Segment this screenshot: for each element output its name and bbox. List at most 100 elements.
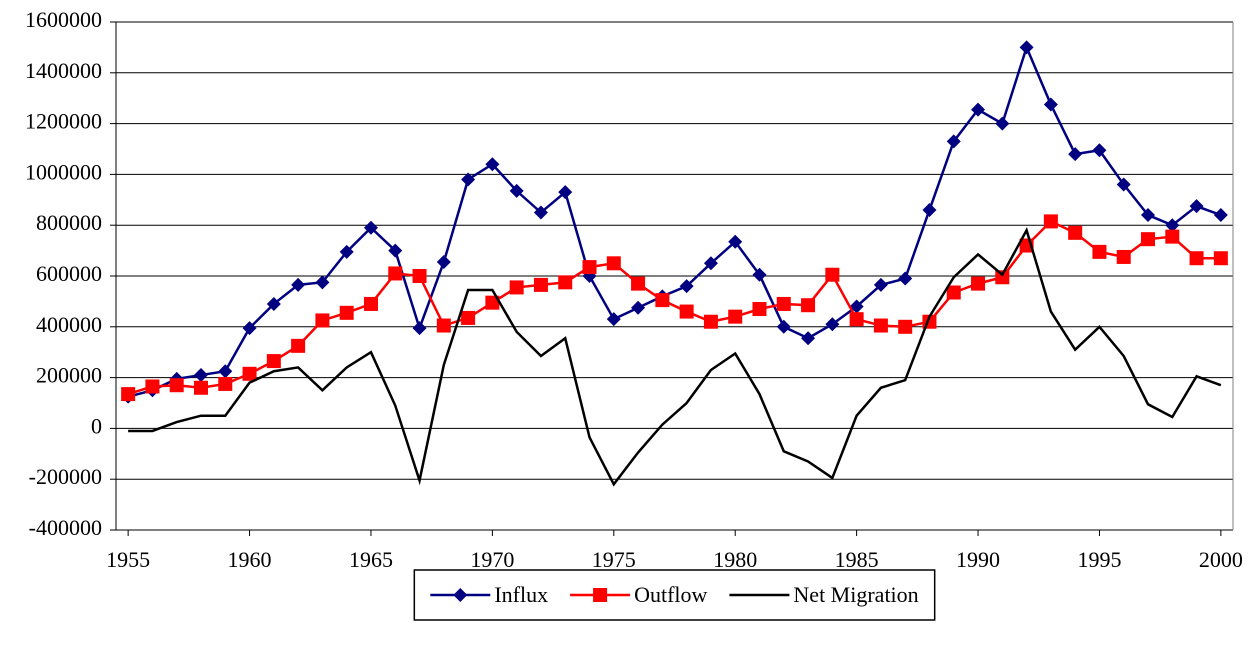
y-tick-label: 400000 <box>36 312 102 337</box>
square-marker <box>995 270 1010 285</box>
diamond-marker <box>291 277 306 292</box>
square-marker <box>679 304 694 319</box>
diamond-marker <box>1189 199 1204 214</box>
square-marker <box>242 366 257 381</box>
diamond-marker <box>509 183 524 198</box>
diamond-marker <box>1165 218 1180 233</box>
square-marker <box>121 387 136 402</box>
diamond-marker <box>606 312 621 327</box>
legend-label: Net Migration <box>793 582 918 607</box>
square-marker <box>593 588 608 602</box>
square-marker <box>703 314 718 329</box>
diamond-marker <box>363 220 378 235</box>
square-marker <box>558 275 573 290</box>
diamond-marker <box>412 321 427 336</box>
y-tick-label: 200000 <box>36 363 102 388</box>
diamond-marker <box>193 368 208 383</box>
x-tick-label: 1960 <box>228 547 272 572</box>
diamond-marker <box>631 300 646 315</box>
square-marker <box>776 296 791 311</box>
square-marker <box>1141 232 1156 247</box>
x-tick-label: 2000 <box>1199 547 1243 572</box>
legend-item: Net Migration <box>729 582 919 607</box>
square-marker <box>898 319 913 334</box>
diamond-marker <box>801 331 816 346</box>
square-marker <box>485 295 500 310</box>
diamond-marker <box>533 205 548 220</box>
x-tick-label: 1970 <box>470 547 514 572</box>
diamond-marker <box>922 202 937 217</box>
square-marker <box>946 285 961 300</box>
diamond-marker <box>728 234 743 249</box>
diamond-marker <box>1116 177 1131 192</box>
y-tick-label: 600000 <box>36 261 102 286</box>
square-marker <box>873 318 888 333</box>
square-marker <box>752 302 767 317</box>
square-marker <box>533 277 548 292</box>
diamond-marker <box>436 255 451 270</box>
legend-item: Influx <box>430 582 548 607</box>
square-marker <box>339 305 354 320</box>
x-tick-label: 1980 <box>713 547 757 572</box>
diamond-marker <box>315 275 330 290</box>
square-marker <box>218 376 233 391</box>
square-marker <box>582 260 597 275</box>
diamond-marker <box>218 364 233 379</box>
square-marker <box>412 269 427 283</box>
y-tick-label: 0 <box>91 413 102 438</box>
diamond-marker <box>776 319 791 334</box>
y-tick-label: 1600000 <box>25 7 102 32</box>
series-line <box>128 227 1222 487</box>
square-marker <box>631 276 646 291</box>
series-line <box>127 219 1221 396</box>
y-tick-label: -200000 <box>29 464 102 489</box>
y-tick-label: -400000 <box>29 515 102 540</box>
square-marker <box>1165 229 1180 244</box>
square-marker <box>728 309 743 324</box>
diamond-marker <box>971 102 986 117</box>
square-marker <box>655 293 670 308</box>
x-tick-label: 1965 <box>349 547 393 572</box>
square-marker <box>266 354 281 369</box>
series-line <box>127 43 1222 398</box>
square-marker <box>971 276 986 291</box>
legend-box <box>413 569 936 621</box>
diamond-marker <box>873 277 888 292</box>
diamond-marker <box>1019 40 1034 55</box>
square-marker <box>291 338 306 353</box>
y-tick-label: 1400000 <box>25 58 102 83</box>
square-marker <box>193 380 208 395</box>
square-marker <box>363 296 378 311</box>
diamond-marker <box>752 267 767 282</box>
square-marker <box>315 313 330 328</box>
square-marker <box>801 298 816 313</box>
square-marker <box>825 267 840 282</box>
square-marker <box>145 379 160 394</box>
square-marker <box>388 266 403 281</box>
square-marker <box>1068 225 1083 240</box>
square-marker <box>1189 251 1204 266</box>
diamond-marker <box>679 279 694 294</box>
diamond-marker <box>1213 208 1228 223</box>
square-marker <box>1092 244 1107 259</box>
x-tick-label: 1955 <box>106 547 150 572</box>
diamond-marker <box>453 588 468 602</box>
y-tick-label: 1200000 <box>25 109 102 134</box>
legend-label: Influx <box>494 582 548 607</box>
diamond-marker <box>825 317 840 332</box>
square-marker <box>1043 214 1058 229</box>
legend-label: Outflow <box>634 582 707 607</box>
square-marker <box>509 280 524 295</box>
x-tick-label: 1995 <box>1077 547 1121 572</box>
diamond-marker <box>485 157 500 172</box>
diamond-marker <box>1068 147 1083 162</box>
diamond-marker <box>266 296 281 311</box>
diamond-marker <box>1043 97 1058 112</box>
square-marker <box>606 256 621 271</box>
diamond-marker <box>995 116 1010 131</box>
x-tick-label: 1990 <box>956 547 1000 572</box>
diamond-marker <box>849 299 864 314</box>
x-tick-label: 1985 <box>835 547 879 572</box>
